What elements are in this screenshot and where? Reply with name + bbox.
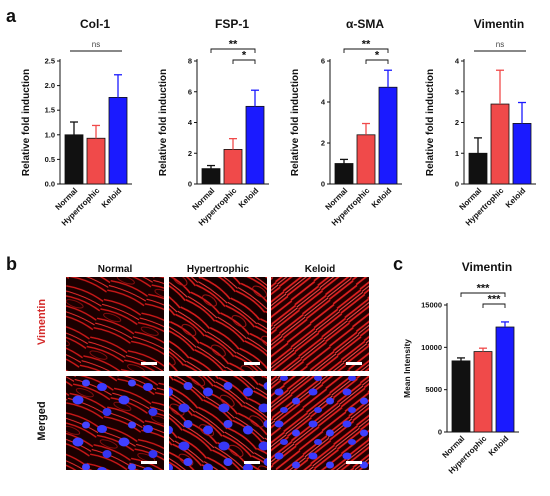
scale-bar <box>244 362 260 365</box>
panel-b-label: b <box>6 254 17 274</box>
scale-bar <box>141 362 157 365</box>
y-tick-label: 1 <box>455 149 459 158</box>
significance-bracket <box>343 48 389 53</box>
bar-hypertrophic <box>86 137 106 185</box>
y-axis-label: Relative fold induction <box>290 69 301 176</box>
y-tick-label: 4 <box>188 118 193 127</box>
significance-label: ** <box>229 39 238 51</box>
bar-hypertrophic <box>223 149 243 185</box>
chart-title: Col-1 <box>80 17 110 31</box>
significance-bracket <box>365 59 389 64</box>
y-tick-label: 2 <box>455 118 459 127</box>
micrograph-vimentin-normal <box>66 277 164 371</box>
micrograph-col-normal: Normal <box>98 264 133 275</box>
chart-col1: Col-1 Relative fold induction 0.0 0.5 1.0 1.5… <box>21 17 132 228</box>
y-tick-label: 6 <box>321 57 325 66</box>
y-tick-label: 4 <box>455 57 460 66</box>
micrograph-col-hypertrophic: Hypertrophic <box>187 264 250 275</box>
y-tick-label: 2 <box>188 149 192 158</box>
chart-title: Vimentin <box>474 17 524 31</box>
y-tick-label: 4 <box>321 98 326 107</box>
significance-bracket <box>460 292 506 297</box>
panel-c-label: c <box>393 254 403 274</box>
scale-bar <box>244 461 260 464</box>
significance-label: *** <box>488 294 502 306</box>
significance-label: ns <box>92 40 100 49</box>
significance-bracket <box>232 59 256 64</box>
y-tick-label: 2.5 <box>45 57 55 66</box>
y-tick-label: 10000 <box>421 343 442 352</box>
y-tick-label: 0 <box>321 180 325 189</box>
x-tick-label: Keloid <box>370 186 394 210</box>
bar-hypertrophic <box>490 103 510 185</box>
significance-label: ** <box>362 39 371 51</box>
y-axis-label: Mean Intensity <box>402 339 412 398</box>
micrograph-grid: Normal Hypertrophic Keloid Vimentin Merg… <box>36 264 369 470</box>
micrograph-merged-hypertrophic-nuclei <box>169 376 267 470</box>
scale-bar <box>346 362 362 365</box>
y-tick-label: 15000 <box>421 301 442 310</box>
x-tick-label: Keloid <box>487 434 511 458</box>
x-tick-label: Keloid <box>100 186 124 210</box>
significance-label: *** <box>477 283 491 295</box>
bar-keloid <box>108 97 128 185</box>
bar-normal <box>334 163 354 185</box>
y-tick-label: 0 <box>455 180 459 189</box>
chart-title: α-SMA <box>346 17 384 31</box>
chart-title: Vimentin <box>462 260 512 274</box>
micrograph-merged-keloid-nuclei <box>271 376 369 470</box>
significance-label: * <box>242 50 247 62</box>
bar-keloid <box>495 326 515 433</box>
bar-hypertrophic <box>473 351 493 433</box>
micrograph-vimentin-hypertrophic <box>169 277 267 371</box>
x-tick-label: Keloid <box>237 186 261 210</box>
significance-bracket <box>482 303 506 308</box>
micrograph-row-vimentin: Vimentin <box>36 299 48 346</box>
y-axis-label: Relative fold induction <box>158 69 169 176</box>
micrograph-merged-normal-nuclei <box>66 376 164 470</box>
bar-hypertrophic <box>356 134 376 185</box>
y-axis-label: Relative fold induction <box>425 69 436 176</box>
scale-bar <box>346 461 362 464</box>
micrograph-col-keloid: Keloid <box>305 264 336 275</box>
y-tick-label: 5000 <box>425 385 442 394</box>
micrograph-row-merged: Merged <box>36 401 48 440</box>
significance-bracket <box>210 48 256 53</box>
y-tick-label: 0 <box>438 428 442 437</box>
significance-label: * <box>375 50 380 62</box>
micrograph-vimentin-keloid <box>271 277 369 371</box>
y-tick-label: 1.5 <box>45 106 55 115</box>
y-axis-label: Relative fold induction <box>21 69 32 176</box>
y-tick-label: 0.0 <box>45 180 55 189</box>
x-tick-label: Keloid <box>504 186 528 210</box>
scale-bar <box>141 461 157 464</box>
bar-normal <box>201 168 221 185</box>
bar-normal <box>451 360 471 433</box>
significance-label: ns <box>496 40 504 49</box>
y-tick-label: 8 <box>188 57 192 66</box>
bar-keloid <box>512 123 532 185</box>
panel-a-label: a <box>6 6 17 26</box>
y-tick-label: 0.5 <box>45 155 55 164</box>
y-tick-label: 2.0 <box>45 81 55 90</box>
y-tick-label: 3 <box>455 87 459 96</box>
bar-normal <box>64 134 84 185</box>
y-tick-label: 6 <box>188 87 192 96</box>
bar-normal <box>468 152 488 185</box>
y-tick-label: 2 <box>321 139 325 148</box>
y-tick-label: 0 <box>188 180 192 189</box>
bar-keloid <box>378 86 398 185</box>
bar-keloid <box>245 105 265 185</box>
chart-title: FSP-1 <box>215 17 249 31</box>
y-tick-label: 1.0 <box>45 130 55 139</box>
